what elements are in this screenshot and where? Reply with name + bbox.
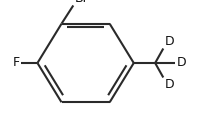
Text: D: D (177, 56, 186, 70)
Text: F: F (13, 56, 20, 70)
Text: D: D (165, 35, 174, 48)
Text: D: D (165, 78, 174, 91)
Text: Br: Br (74, 0, 88, 5)
